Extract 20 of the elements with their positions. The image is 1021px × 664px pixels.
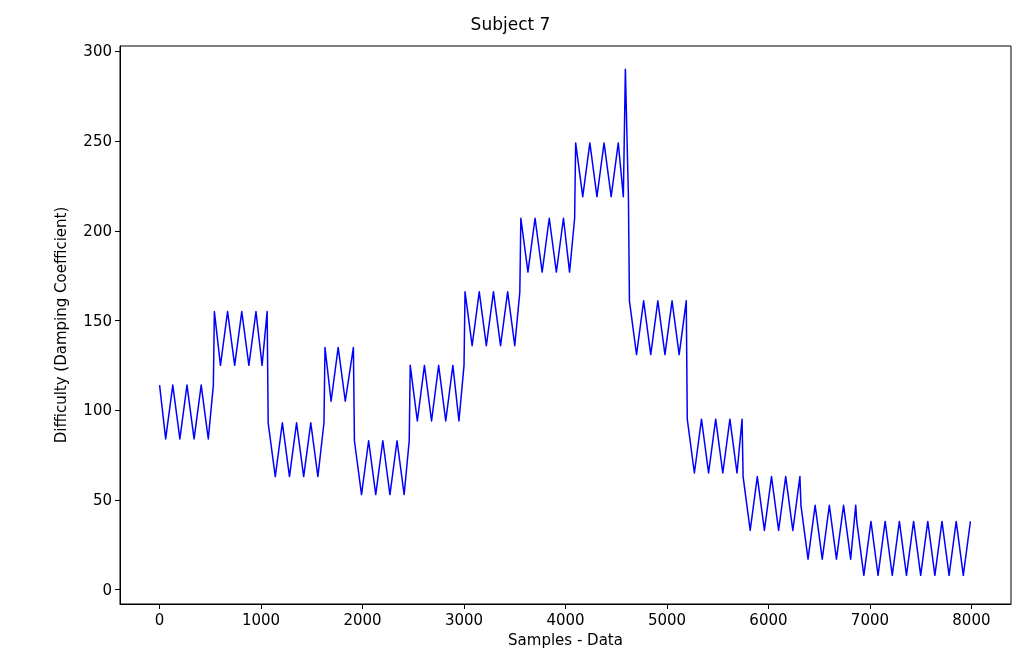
x-tick-label: 1000 <box>241 610 281 629</box>
y-tick-label: 50 <box>92 490 112 509</box>
y-tick-label: 300 <box>83 42 112 61</box>
x-tick-label: 6000 <box>749 610 788 629</box>
y-axis-title: Difficulty (Damping Coefficient) <box>51 206 70 444</box>
x-tick-label: 4000 <box>546 610 585 629</box>
chart-title: Subject 7 <box>470 13 551 34</box>
line-series <box>158 68 972 577</box>
x-axis-title: Samples - Data <box>508 630 623 649</box>
y-tick-label: 150 <box>83 311 112 330</box>
y-tick-label: 200 <box>83 221 112 240</box>
y-tick-label: 0 <box>102 580 112 599</box>
x-tick-label: 0 <box>154 610 165 629</box>
x-tick-label: 8000 <box>952 610 991 629</box>
x-tick-label: 2000 <box>343 610 382 629</box>
x-tick-label: 3000 <box>444 610 484 629</box>
y-tick-label: 250 <box>83 132 112 151</box>
x-tick-label: 5000 <box>647 610 687 629</box>
x-tick-label: 7000 <box>850 610 890 629</box>
y-tick-label: 100 <box>83 401 112 420</box>
